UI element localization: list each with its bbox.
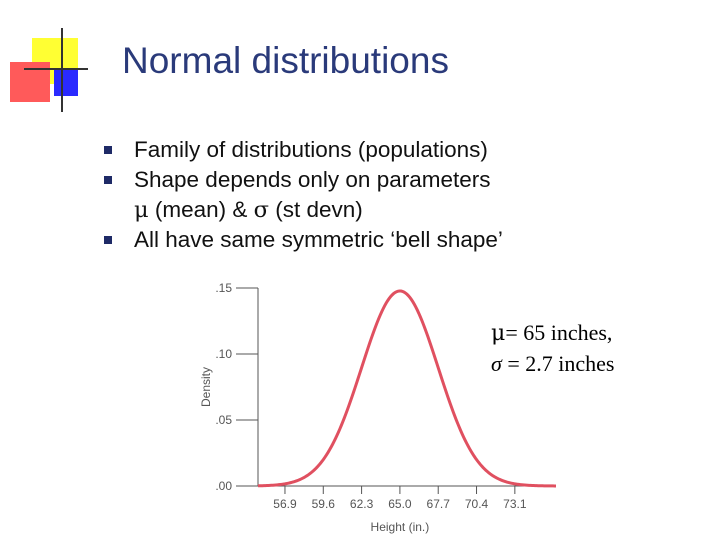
sd-annotation: σ = 2.7 inches [491,349,614,379]
y-axis-label: Density [199,367,213,407]
bullet-text: (mean) & [148,197,254,222]
sigma-symbol: σ [253,197,270,223]
mean-text: = 65 inches, [505,320,613,345]
normal-curve-line [257,289,557,488]
bullet-list: Family of distributions (populations) Sh… [98,135,503,255]
bullet-square-icon [104,236,112,244]
slide-title: Normal distributions [122,40,449,81]
sd-text: = 2.7 inches [501,351,615,376]
y-tick-label: .00 [215,479,232,493]
y-tick-label: .05 [215,413,232,427]
bullet-text: Family of distributions (populations) [134,137,488,162]
bullet-item: Shape depends only on parameters μ (mean… [98,165,503,225]
density-chart: .00 .05 .10 .15 56.9 59.6 62.3 65.0 67.7 70.4 73.… [199,281,557,534]
x-ticks: 56.9 59.6 62.3 65.0 67.7 70.4 73.1 [273,486,527,511]
x-tick-label: 56.9 [273,497,297,511]
bullet-square-icon [104,176,112,184]
sigma-symbol: σ [491,351,502,376]
bullet-item: All have same symmetric ‘bell shape’ [98,225,503,255]
x-tick-label: 67.7 [427,497,451,511]
y-tick-label: .10 [215,347,232,361]
bullet-text: Shape depends only on parameters [134,167,491,192]
parameter-annotation: μ= 65 inches, σ = 2.7 inches [491,318,614,379]
bullet-item: Family of distributions (populations) [98,135,503,165]
decor-blue-square [54,70,78,96]
x-tick-label: 62.3 [350,497,374,511]
bullet-text: (st devn) [269,197,363,222]
mu-symbol: μ [491,321,506,346]
bullet-text: All have same symmetric ‘bell shape’ [134,227,503,252]
decor-horizontal-line [24,68,88,70]
mu-symbol: μ [134,197,149,223]
decor-vertical-line [61,28,63,112]
mean-annotation: μ= 65 inches, [491,318,614,349]
x-axis-label: Height (in.) [371,520,430,534]
bullet-square-icon [104,146,112,154]
y-tick-label: .15 [215,281,232,295]
x-tick-label: 59.6 [312,497,336,511]
x-tick-label: 73.1 [503,497,527,511]
x-tick-label: 65.0 [388,497,412,511]
x-tick-label: 70.4 [465,497,489,511]
y-ticks: .00 .05 .10 .15 [215,281,258,493]
